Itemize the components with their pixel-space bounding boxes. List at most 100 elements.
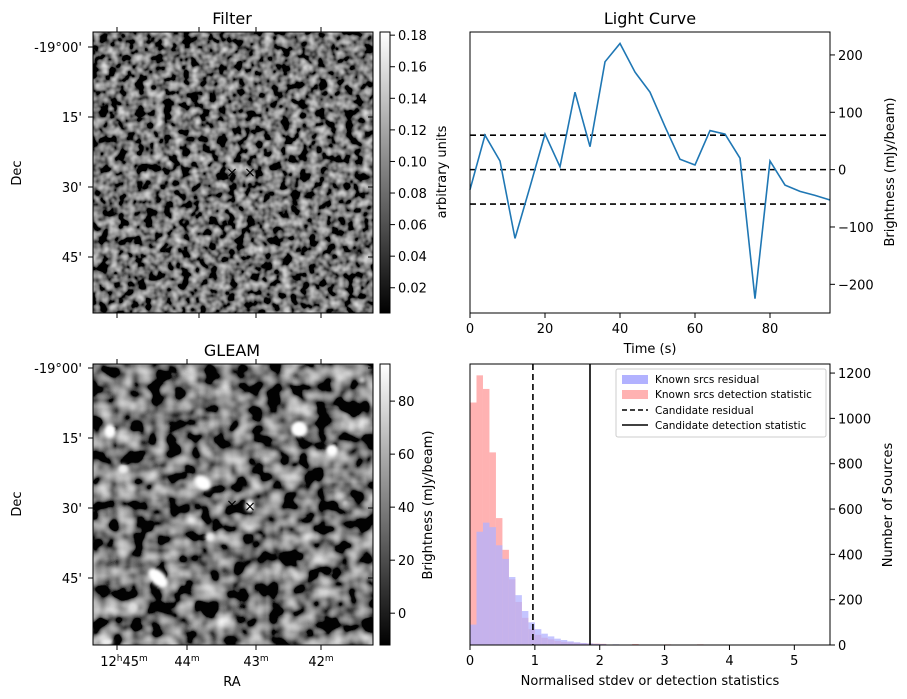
light-curve-yticks: −200 −100 0 100 200 [830,49,874,293]
residual-bar [482,522,490,645]
filter-colorbar-ticks: 0.02 0.04 0.06 0.08 0.10 0.12 0.14 0.16 0.18 [390,29,427,297]
x-tick-label: 0 [466,322,474,337]
gleam-ytick-label: 15' [62,432,82,447]
y-tick-label: 200 [838,49,863,64]
gleam-colorbar: 0 20 40 60 80 Brightness (mJy/beam) [379,363,436,646]
filter-ytick-label: 15' [62,111,82,126]
x-tick-label: 3 [660,654,668,669]
light-curve-series-line [469,42,831,299]
histogram-candidate-lines [532,364,591,645]
light-curve-title: Light Curve [604,9,696,28]
gleam-xtick-label: 12h45m [100,654,148,670]
residual-bar [541,633,548,645]
filter-ytick-label: 45' [62,251,82,266]
light-curve-ylabel: Brightness (mJy/beam) [883,98,898,247]
gleam-xticks: 12h45m 44m 43m 42m [100,359,334,670]
known-source-marker: × [244,165,256,181]
histogram-xlabel: Normalised stdev or detection statistics [521,674,780,689]
filter-colorbar-tick-label: 0.08 [398,187,427,202]
histogram-bars [470,375,801,645]
histogram-legend: Known srcs residual Known srcs detection… [615,368,827,438]
filter-colorbar-tick-label: 0.06 [398,219,427,234]
filter-colorbar-label: arbitrary units [435,125,450,218]
filter-colorbar-tick-label: 0.10 [398,155,427,170]
x-tick-label: 0 [466,654,474,669]
residual-bar [547,636,555,645]
gleam-colorbar-tick-label: 80 [398,395,415,410]
histogram-xticks: 0 1 2 3 4 5 [466,645,798,669]
residual-bar [560,640,568,645]
gleam-sources [101,377,365,645]
gleam-colorbar-label: Brightness (mJy/beam) [421,431,436,580]
gleam-ylabel: Dec [10,491,25,516]
gleam-image [93,364,373,645]
gleam-colorbar-tick-label: 0 [398,607,406,622]
legend-label: Candidate residual [655,405,754,417]
residual-bar [573,642,581,645]
residual-bar [528,622,535,645]
residual-bar [502,558,509,645]
filter-colorbar-tick-label: 0.14 [398,92,427,107]
known-source-marker: × [244,499,256,515]
x-tick-label: 5 [790,654,798,669]
light-curve-thresholds [470,134,830,205]
gleam-colorbar-tick-label: 40 [398,501,415,516]
x-tick-label: 4 [725,654,733,669]
gleam-xtick-label: 43m [243,654,268,670]
filter-ytick-label: -19°00' [34,41,82,56]
filter-title: Filter [212,9,252,28]
candidate-marker: × [226,165,238,181]
detection-bar [476,375,483,645]
filter-frame [92,31,374,314]
histogram-frame [469,363,831,646]
y-tick-label: 1000 [838,412,871,427]
y-tick-label: 800 [838,458,863,473]
filter-ytick-label: 30' [62,181,82,196]
gleam-colorbar-tick-label: 20 [398,554,415,569]
residual-bar [554,638,561,645]
gleam-frame [92,363,374,646]
legend-swatch [622,375,648,384]
y-tick-label: 200 [838,594,863,609]
gleam-xtick-label: 44m [174,654,199,670]
residual-bar [476,531,483,645]
residual-bar [508,577,516,645]
y-tick-label: 100 [838,106,863,121]
x-tick-label: 40 [612,322,629,337]
x-tick-label: 2 [596,654,604,669]
light-curve-xlabel: Time (s) [623,342,677,357]
residual-bar [567,641,574,645]
gleam-ytick-label: 30' [62,502,82,517]
filter-xticks [116,27,322,318]
filter-colorbar-tick-label: 0.04 [398,250,427,265]
detection-bar [482,388,490,645]
histogram-panel: 0 1 2 3 4 5 0 200 400 600 800 1000 1200 Normalised … [466,363,896,689]
light-curve-panel: Light Curve 0 20 40 60 80 −200 −100 0 100 200 Ti… [466,9,898,357]
filter-colorbar-tick-label: 0.12 [398,124,427,139]
gleam-colorbar-ticks: 0 20 40 60 80 [390,395,415,622]
residual-bar [580,642,587,645]
legend-label: Known srcs residual [655,374,759,386]
residual-bar [470,624,477,645]
residual-bar [593,643,600,645]
gleam-colorbar-tick-label: 60 [398,448,415,463]
x-tick-label: 60 [687,322,704,337]
legend-label: Known srcs detection statistic [655,389,812,401]
residual-bar [489,527,496,645]
filter-colorbar-tick-label: 0.16 [398,61,427,76]
y-tick-label: 0 [838,639,846,654]
y-tick-label: −100 [838,221,874,236]
y-tick-label: 600 [838,503,863,518]
gleam-ytick-label: 45' [62,572,82,587]
y-tick-label: 400 [838,548,863,563]
filter-colorbar-tick-label: 0.18 [398,29,427,44]
residual-bar [515,595,522,645]
legend-swatch [622,390,648,399]
filter-colorbar-tick-label: 0.02 [398,282,427,297]
filter-ylabel: Dec [10,160,25,185]
x-tick-label: 1 [531,654,539,669]
detection-bar [470,402,477,645]
histogram-yticks: 0 200 400 600 800 1000 1200 [830,367,871,654]
histogram-ylabel: Number of Sources [881,443,896,568]
